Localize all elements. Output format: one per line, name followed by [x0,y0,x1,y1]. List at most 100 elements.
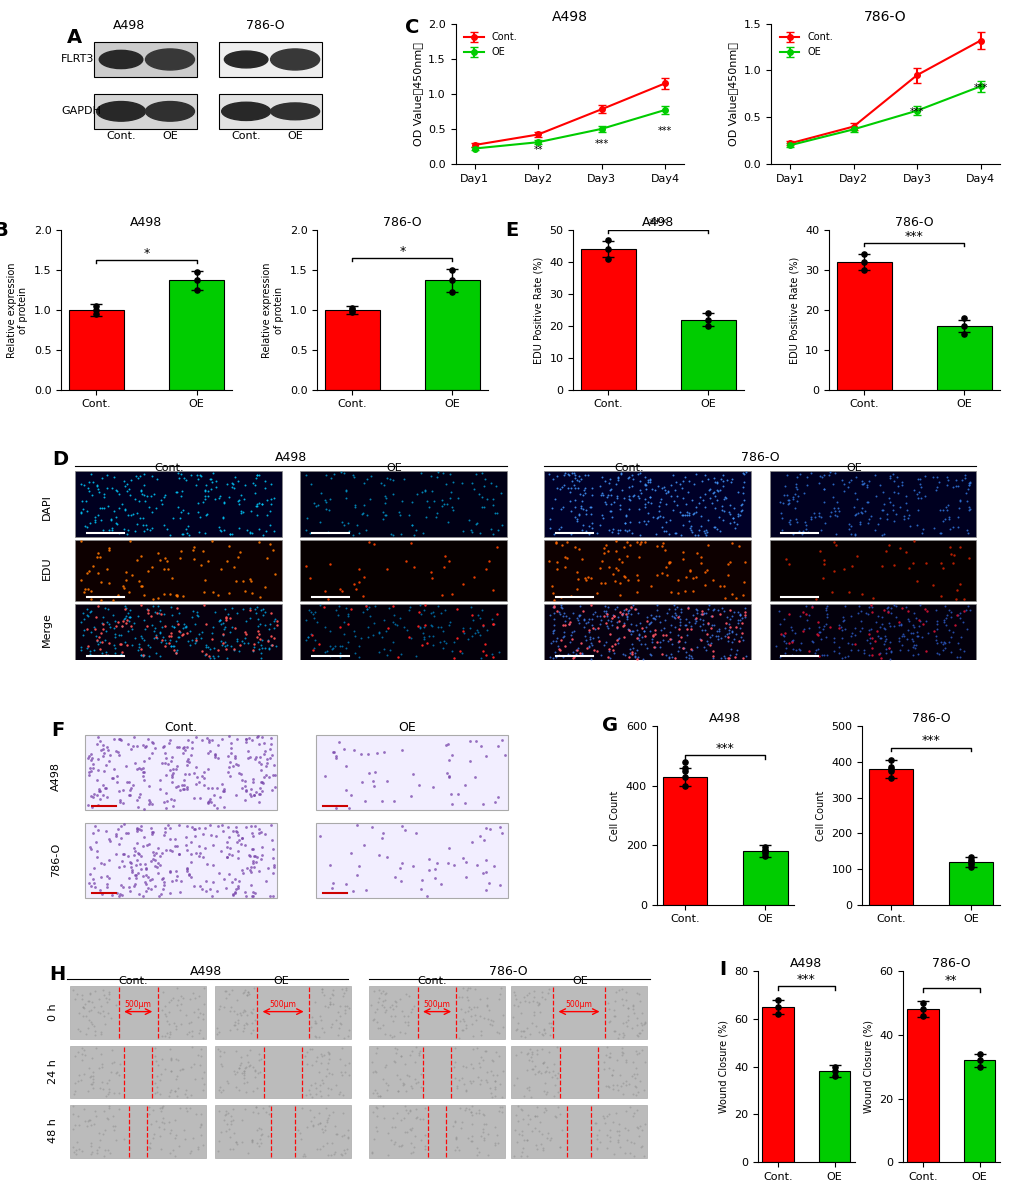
Point [147,1038,163,1057]
Point [178,840,195,859]
Point [619,607,635,626]
Point [514,1142,530,1161]
Point [149,1077,165,1096]
Point [121,853,138,872]
Point [602,611,619,630]
Point [91,482,107,500]
Point [468,515,484,534]
Point [239,1053,256,1072]
Point [484,496,500,515]
Point [467,465,483,484]
Point [85,1070,101,1089]
Point [678,616,694,635]
Point [339,1129,356,1148]
Point [228,1063,245,1082]
Point [937,467,954,486]
Point [430,597,446,616]
Point [152,855,168,874]
Point [559,479,576,498]
Point [735,490,751,509]
Point [483,1061,499,1080]
Point [155,737,171,755]
Point [533,1124,549,1143]
Point [121,780,138,799]
Point [626,1003,642,1022]
Point [421,861,437,880]
Point [569,579,585,598]
Point [811,467,827,486]
Point [631,489,647,508]
Point [123,740,140,759]
Point [369,1019,385,1038]
Text: OE: OE [162,130,177,141]
Point [380,1076,396,1095]
Point [472,1007,488,1026]
Point [176,468,193,487]
Point [144,744,160,763]
Point [168,611,184,630]
Point [114,852,130,871]
Point [260,1126,276,1144]
Point [618,1013,634,1032]
Point [595,543,611,562]
Point [163,772,179,791]
Point [71,1115,88,1134]
Point [83,1134,99,1153]
Point [719,566,736,585]
Point [88,833,104,852]
Point [109,820,125,839]
Point [643,630,659,649]
Point [324,986,340,1005]
Point [200,551,216,570]
Point [853,503,869,522]
Point [254,846,270,865]
Point [225,822,242,841]
Point [312,1082,328,1101]
Point [238,521,255,540]
Point [411,1045,427,1064]
Point [619,1130,635,1149]
Point [460,1128,476,1147]
Point [378,771,394,790]
Point [858,476,874,495]
Point [265,540,281,559]
Text: OE: OE [397,721,416,734]
Point [600,1077,616,1096]
Point [616,1051,633,1070]
Point [76,1046,93,1065]
Point [858,492,874,511]
Bar [94,42,197,77]
Point [211,1101,227,1120]
Point [223,733,239,752]
Point [218,988,234,1007]
Point [118,636,135,655]
Point [543,1018,559,1037]
Point [162,1040,178,1059]
Point [101,538,117,557]
Point [570,611,586,630]
Point [842,524,858,543]
Point [604,1060,621,1079]
Point [833,649,849,668]
Point [346,497,363,516]
Point [600,1047,616,1066]
Point [475,795,491,814]
Point [650,606,666,625]
Point [687,525,703,544]
Point [636,1147,652,1166]
Text: Cont.: Cont. [613,464,643,473]
Text: D: D [52,449,68,468]
Point [322,989,338,1008]
Point [611,464,628,483]
Point [238,1046,255,1065]
Point [263,636,279,655]
Point [140,636,156,655]
Bar [769,540,975,601]
Point [797,597,813,616]
Point [583,514,599,533]
Point [245,1020,261,1039]
Point [604,605,621,624]
Point [219,1115,235,1134]
Point [474,1122,490,1141]
Point [644,627,660,646]
